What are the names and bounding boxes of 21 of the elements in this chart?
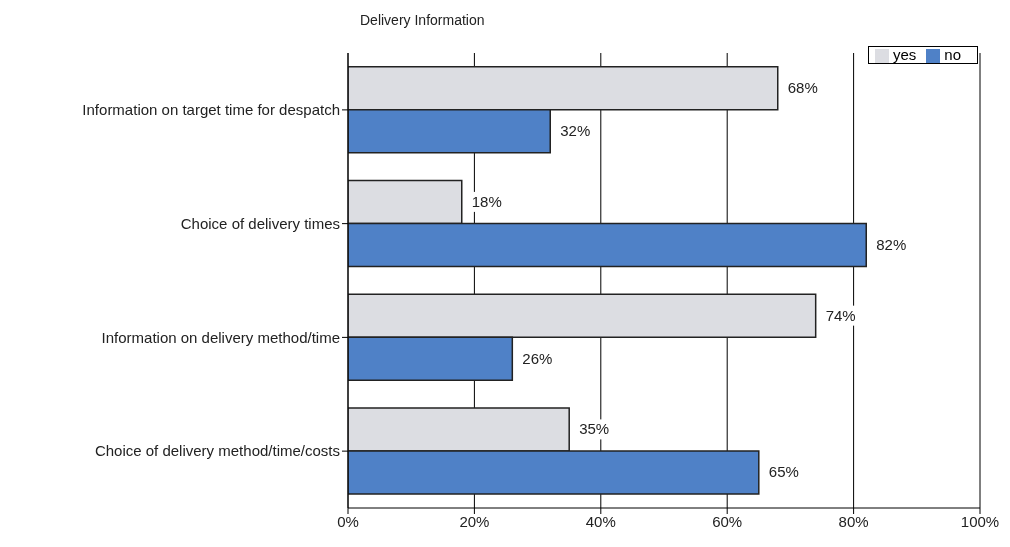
legend-label: no — [944, 46, 961, 63]
data-label: 68% — [787, 79, 818, 97]
data-label: 74% — [825, 306, 856, 324]
y-tick-label: Information on delivery method/time — [101, 328, 340, 346]
y-tick-label: Information on target time for despatch — [82, 101, 340, 119]
data-label: 65% — [768, 463, 799, 481]
legend-label: yes — [892, 46, 917, 63]
data-label: 26% — [522, 349, 553, 367]
x-tick-label: 20% — [459, 512, 490, 530]
x-tick-label: 40% — [585, 512, 616, 530]
chart-title: Delivery Information — [360, 12, 485, 28]
data-label: 35% — [579, 420, 610, 438]
data-label: 82% — [876, 235, 907, 253]
y-tick-label: Choice of delivery method/time/costs — [94, 442, 340, 460]
x-tick-label: 0% — [337, 512, 359, 530]
x-tick-label: 60% — [712, 512, 743, 530]
x-tick-label: 80% — [838, 512, 869, 530]
data-label: 18% — [471, 192, 502, 210]
y-tick-label: Choice of delivery times — [180, 214, 340, 232]
x-tick-label: 100% — [960, 512, 1000, 530]
data-label: 32% — [560, 122, 591, 140]
